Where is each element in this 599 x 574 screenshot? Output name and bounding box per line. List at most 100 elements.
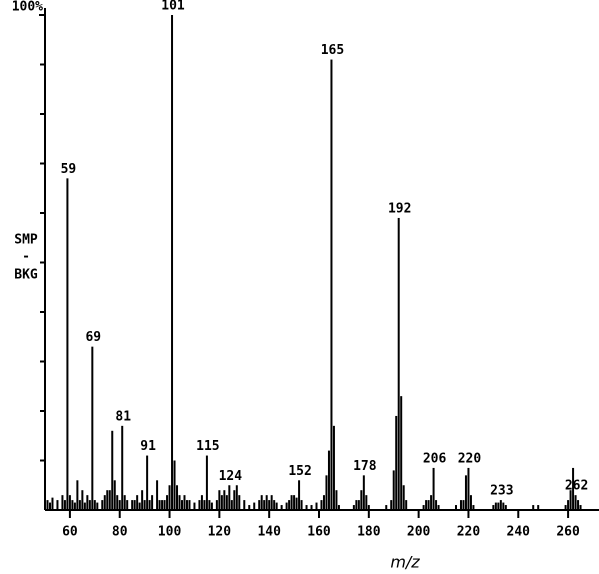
peak-label: 91	[140, 439, 156, 454]
peak	[367, 505, 370, 510]
peak	[360, 490, 363, 510]
peak	[567, 500, 570, 510]
peak	[66, 178, 69, 510]
peak	[305, 505, 308, 510]
peak	[176, 485, 179, 510]
peak	[106, 490, 109, 510]
peak	[166, 495, 169, 510]
peak	[290, 495, 293, 510]
peak-label: 178	[353, 459, 377, 474]
peak	[355, 500, 358, 510]
peak	[208, 500, 211, 510]
peak	[113, 480, 116, 510]
peak	[352, 505, 355, 510]
peak-label: 152	[288, 464, 311, 479]
peak	[103, 495, 106, 510]
peak	[235, 485, 238, 510]
peak	[492, 505, 495, 510]
peak	[385, 505, 388, 510]
peak-label: 262	[565, 479, 588, 494]
x-tick-label: 240	[507, 525, 531, 540]
peak	[143, 500, 146, 510]
peak	[76, 480, 79, 510]
peak	[362, 475, 365, 510]
peak	[230, 500, 233, 510]
peak-label: 81	[115, 409, 131, 424]
peak-label: 206	[423, 451, 447, 466]
peak	[402, 485, 405, 510]
peak	[56, 500, 59, 510]
peak	[577, 500, 580, 510]
peak	[183, 495, 186, 510]
peak	[280, 505, 283, 510]
peak	[467, 467, 470, 510]
peak	[123, 495, 126, 510]
peak-label: 101	[161, 0, 185, 14]
peak-label: 115	[196, 439, 219, 454]
x-tick-label: 200	[407, 525, 431, 540]
peak	[564, 505, 567, 510]
x-tick-label: 220	[457, 525, 481, 540]
peak	[395, 415, 398, 510]
peak	[335, 490, 338, 510]
peak	[437, 505, 440, 510]
peak	[223, 490, 226, 510]
x-tick-label: 80	[112, 525, 128, 540]
peak	[268, 500, 271, 510]
peak	[327, 450, 330, 510]
x-tick-label: 100	[158, 525, 182, 540]
peak-label: 220	[458, 451, 482, 466]
peak	[322, 495, 325, 510]
x-tick-label: 120	[208, 525, 232, 540]
peak	[298, 480, 301, 510]
peak	[61, 495, 64, 510]
peak	[397, 217, 400, 510]
peak	[203, 500, 206, 510]
peak-label: 233	[490, 484, 513, 499]
peak	[390, 500, 393, 510]
peak-label: 124	[219, 469, 243, 484]
peak	[432, 467, 435, 510]
peak	[310, 505, 313, 510]
peak	[181, 500, 183, 510]
peak	[494, 502, 497, 510]
peak	[330, 59, 333, 511]
peak	[151, 495, 154, 510]
peak	[171, 15, 174, 510]
peak	[44, 411, 46, 510]
peak	[78, 500, 81, 510]
peak	[96, 502, 99, 510]
peak	[469, 495, 472, 510]
peak	[337, 505, 340, 510]
peak	[400, 396, 403, 510]
peak	[228, 485, 231, 510]
peak	[108, 490, 111, 510]
peak	[315, 502, 318, 510]
peak	[270, 495, 273, 510]
peak	[215, 500, 218, 510]
peak	[51, 497, 54, 510]
peak-label: 69	[85, 330, 101, 345]
peak	[198, 500, 201, 510]
peak	[365, 495, 368, 510]
peak	[392, 470, 395, 510]
x-tick-label: 160	[307, 525, 331, 540]
peak	[462, 500, 465, 510]
peak	[146, 455, 149, 510]
y-axis-label: SMP	[14, 233, 38, 248]
x-tick-label: 260	[556, 525, 580, 540]
y-axis-label: -	[22, 250, 30, 265]
peak	[88, 500, 91, 510]
peak	[293, 495, 296, 510]
peak	[68, 495, 71, 510]
peak	[422, 505, 425, 510]
peak	[579, 505, 582, 510]
peak	[111, 430, 114, 510]
peak	[63, 500, 66, 510]
x-axis-label: m/z	[390, 553, 420, 572]
peak	[46, 500, 49, 510]
peak	[133, 500, 136, 510]
peak	[86, 495, 89, 510]
peak	[325, 475, 328, 510]
